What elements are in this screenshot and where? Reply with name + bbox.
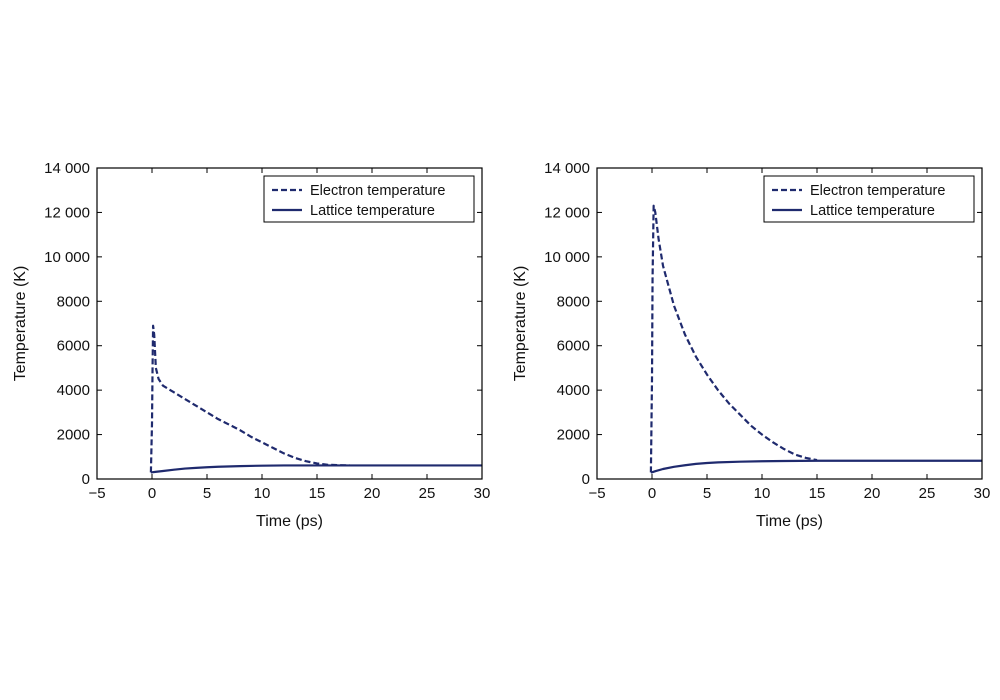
- x-tick-label: 25: [919, 485, 936, 502]
- y-tick-label: 2000: [57, 427, 90, 444]
- x-tick-label: 0: [648, 485, 656, 502]
- x-tick-label: 20: [864, 485, 881, 502]
- x-tick-label: 15: [809, 485, 826, 502]
- plot-frame: [596, 167, 983, 480]
- x-tick-label: 25: [419, 485, 436, 502]
- series-line-lattice: [150, 464, 482, 474]
- x-axis-label: Time (ps): [756, 513, 823, 530]
- legend-box: [263, 175, 475, 223]
- series-line-lattice: [650, 459, 982, 474]
- y-tick-label: 4000: [557, 382, 590, 399]
- legend: Electron temperature Lattice temperature: [763, 175, 975, 223]
- legend-box: [763, 175, 975, 223]
- plot-frame: [96, 167, 483, 480]
- legend-entry: Electron temperature: [810, 183, 945, 199]
- x-tick-label: 30: [974, 485, 991, 502]
- y-tick-label: 10 000: [544, 249, 590, 266]
- x-tick-label: 20: [364, 485, 381, 502]
- x-tick-label: −5: [88, 485, 105, 502]
- legend-entry: Electron temperature: [310, 183, 445, 199]
- x-tick-label: 30: [474, 485, 491, 502]
- series-line-electron: [149, 324, 351, 473]
- y-tick-label: 8000: [57, 293, 90, 310]
- y-axis-label: Temperature (K): [12, 266, 29, 382]
- x-tick-label: 10: [254, 485, 271, 502]
- y-tick-label: 14 000: [544, 160, 590, 177]
- x-tick-label: −5: [588, 485, 605, 502]
- legend-entry: Lattice temperature: [810, 203, 935, 219]
- y-tick-label: 0: [82, 471, 90, 488]
- y-tick-label: 12 000: [544, 204, 590, 221]
- y-tick-label: 0: [582, 471, 590, 488]
- y-tick-label: 2000: [557, 427, 590, 444]
- series-line-electron: [649, 204, 818, 473]
- y-tick-label: 4000: [57, 382, 90, 399]
- x-tick-label: 5: [703, 485, 711, 502]
- y-tick-label: 10 000: [44, 249, 90, 266]
- legend-entry: Lattice temperature: [310, 203, 435, 219]
- x-tick-label: 5: [203, 485, 211, 502]
- y-tick-label: 14 000: [44, 160, 90, 177]
- x-tick-label: 10: [754, 485, 771, 502]
- y-tick-label: 6000: [557, 338, 590, 355]
- y-tick-label: 8000: [557, 293, 590, 310]
- y-tick-label: 12 000: [44, 204, 90, 221]
- x-tick-label: 0: [148, 485, 156, 502]
- legend: Electron temperature Lattice temperature: [263, 175, 475, 223]
- y-axis-label: Temperature (K): [512, 266, 529, 382]
- x-axis-label: Time (ps): [256, 513, 323, 530]
- y-tick-label: 6000: [57, 338, 90, 355]
- x-tick-label: 15: [309, 485, 326, 502]
